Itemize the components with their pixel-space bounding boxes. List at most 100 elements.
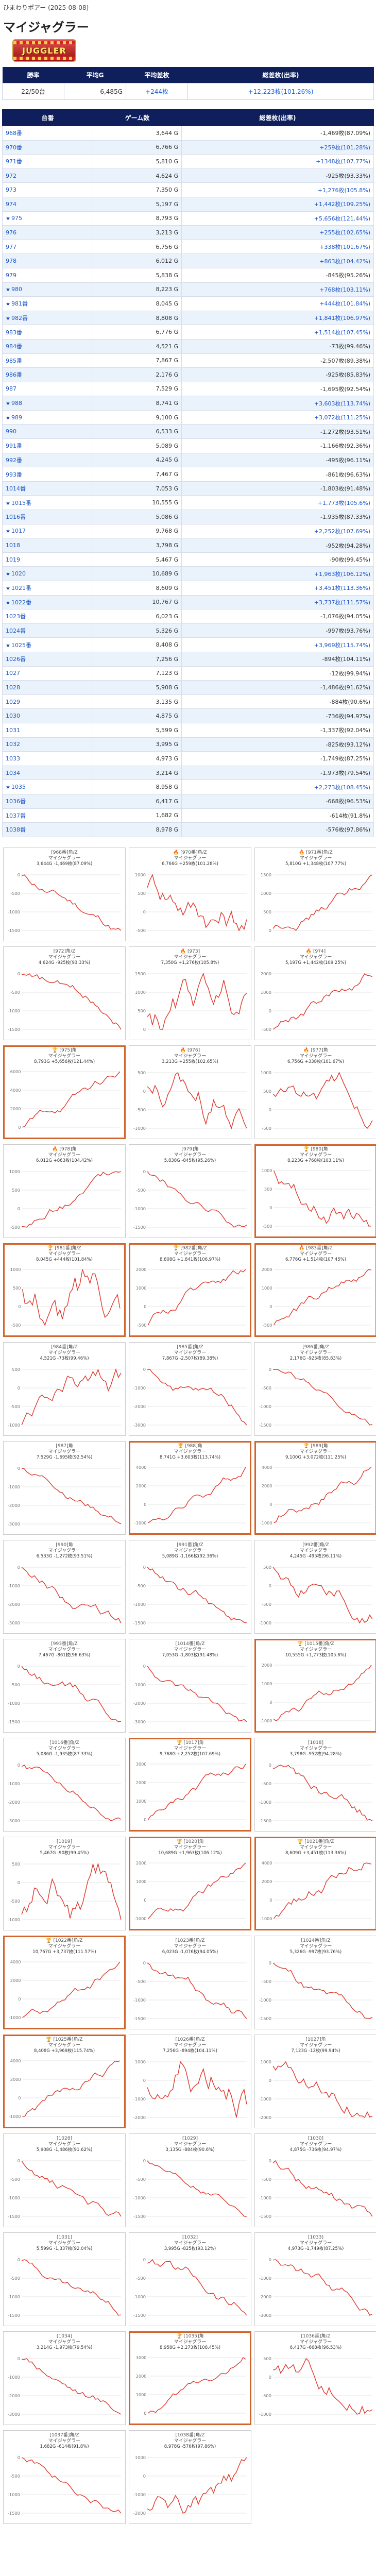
card-machine-no[interactable]: [971番]角/Z — [306, 850, 333, 855]
machine-no[interactable]: 1031 — [6, 726, 20, 734]
machine-card[interactable]: [979]角 マイジャグラー 5,838G -845枚(95.26%) 0 -500 -1… — [129, 1144, 251, 1238]
machine-card[interactable]: 🏆 [1025番]角/Z マイジャグラー 8,408G +3,969枚(115.74… — [3, 2034, 126, 2128]
card-machine-no[interactable]: [978]角 — [59, 1146, 77, 1152]
machine-no-cell[interactable]: 1038番 — [2, 822, 93, 837]
card-machine-no[interactable]: [983番]角/Z — [306, 1245, 333, 1251]
machine-card[interactable]: [1038番]角/Z マイジャグラー 8,978G -576枚(97.86%) 100… — [129, 2430, 251, 2524]
machine-no[interactable]: 992番 — [6, 456, 22, 464]
table-row[interactable]: 1014番 7,053 G -1,803枚(91.48%) — [2, 481, 374, 496]
machine-card[interactable]: [1014番]角/Z マイジャグラー 7,053G -1,803枚(91.48%) 0… — [129, 1638, 251, 1733]
machine-no-cell[interactable]: 985番 — [2, 353, 93, 368]
table-row[interactable]: ★ 981番 8,045 G +444枚(101.84%) — [2, 296, 374, 311]
machine-no-cell[interactable]: 1036番 — [2, 793, 93, 809]
table-row[interactable]: 1038番 8,978 G -576枚(97.86%) — [2, 822, 374, 837]
machine-no[interactable]: 1034 — [6, 769, 20, 776]
machine-card[interactable]: [993番]角/Z マイジャグラー 7,467G -861枚(96.63%) 0 -50… — [3, 1638, 126, 1733]
machine-card[interactable]: [1026番]角/Z マイジャグラー 7,256G -894枚(104.11%) 10… — [129, 2034, 251, 2128]
machine-no-cell[interactable]: ★ 1015番 — [2, 495, 93, 511]
card-machine-no[interactable]: [982番]角/Z — [180, 1245, 207, 1251]
card-machine-no[interactable]: [1035]角 — [183, 2333, 204, 2339]
card-machine-no[interactable]: [1024番]角/Z — [301, 1938, 331, 1943]
card-machine-no[interactable]: [1038番]角/Z — [175, 2432, 205, 2438]
table-row[interactable]: 1018 3,798 G -952枚(94.28%) — [2, 538, 374, 553]
table-row[interactable]: 1036番 6,417 G -668枚(96.53%) — [2, 793, 374, 809]
machine-no[interactable]: 984番 — [6, 343, 22, 350]
card-machine-no[interactable]: [1015番]角/Z — [304, 1641, 334, 1647]
table-row[interactable]: ★ 1015番 10,555 G +1,773枚(105.6%) — [2, 495, 374, 511]
table-row[interactable]: 991番 5,089 G -1,166枚(92.36%) — [2, 438, 374, 453]
machine-no-cell[interactable]: ★ 1025番 — [2, 637, 93, 652]
machine-no[interactable]: 971番 — [6, 158, 22, 165]
table-row[interactable]: ★ 980 8,223 G +768枚(103.11%) — [2, 282, 374, 297]
machine-card[interactable]: [968番]角/Z マイジャグラー 3,644G -1,469枚(87.09%) 0 -… — [3, 847, 126, 941]
card-machine-no[interactable]: [984番]角/Z — [51, 1344, 78, 1350]
machine-card[interactable]: [1037番]角/Z マイジャグラー 1,682G -614枚(91.8%) 0 -50… — [3, 2430, 126, 2524]
card-machine-no[interactable]: [1033] — [308, 2234, 323, 2240]
machine-card[interactable]: [972]角/Z マイジャグラー 4,624G -925枚(93.33%) 0 -500… — [3, 946, 126, 1040]
machine-no-cell[interactable]: ★ 1035 — [2, 779, 93, 794]
table-row[interactable]: 1026番 7,256 G -894枚(104.11%) — [2, 651, 374, 667]
machine-card[interactable]: [1032] マイジャグラー 3,995G -825枚(93.12%) 0 -500 -1… — [129, 2232, 251, 2326]
card-machine-no[interactable]: [970番]角/Z — [180, 850, 207, 855]
table-row[interactable]: 1030 4,875 G -736枚(94.97%) — [2, 708, 374, 723]
table-row[interactable]: 985番 7,867 G -2,507枚(89.38%) — [2, 353, 374, 368]
machine-card[interactable]: 🏆 [1022番]角/Z マイジャグラー 10,767G +3,737枚(111.5… — [3, 1935, 126, 2029]
machine-card[interactable]: [1034] マイジャグラー 3,214G -1,973枚(79.54%) 0 -100… — [3, 2331, 126, 2425]
machine-no[interactable]: 976 — [6, 229, 16, 236]
table-row[interactable]: ★ 1022番 10,767 G +3,737枚(111.57%) — [2, 595, 374, 610]
card-machine-no[interactable]: [974] — [313, 948, 326, 954]
machine-card[interactable]: [1036番]角/Z マイジャグラー 6,417G -668枚(96.53%) 500… — [254, 2331, 376, 2425]
machine-no[interactable]: 989 — [11, 414, 22, 421]
machine-card[interactable]: 🔥 [974] マイジャグラー 5,197G +1,442枚(109.25%) 200… — [254, 946, 376, 1040]
machine-no[interactable]: 972 — [6, 172, 16, 179]
machine-card[interactable]: 🔥 [977]角 マイジャグラー 6,756G +338枚(101.67%) 1000… — [254, 1045, 376, 1139]
card-machine-no[interactable]: [972]角/Z — [53, 948, 76, 954]
machine-card[interactable]: 🏆 [980]角 マイジャグラー 8,223G +768枚(103.11%) 1000… — [254, 1144, 376, 1238]
card-machine-no[interactable]: [1020]角 — [183, 1839, 204, 1844]
machine-no[interactable]: 977 — [6, 243, 16, 250]
card-machine-no[interactable]: [1023番]角/Z — [175, 1938, 205, 1943]
machine-no[interactable]: 1037番 — [6, 812, 26, 819]
card-machine-no[interactable]: [1032] — [182, 2234, 198, 2240]
machine-no-cell[interactable]: 1030 — [2, 708, 93, 723]
machine-card[interactable]: [1028] マイジャグラー 5,908G -1,486枚(91.62%) 0 -500… — [3, 2133, 126, 2227]
machine-no[interactable]: 1020 — [11, 570, 26, 578]
machine-no-cell[interactable]: 1023番 — [2, 609, 93, 624]
table-row[interactable]: ★ 1020 10,689 G +1,963枚(106.12%) — [2, 566, 374, 581]
card-machine-no[interactable]: [1014番]角/Z — [175, 1641, 205, 1647]
machine-no[interactable]: 1018 — [6, 542, 20, 549]
machine-no[interactable]: 978 — [6, 258, 16, 265]
machine-card[interactable]: [1030] マイジャグラー 4,875G -736枚(94.97%) 0 -500 -1… — [254, 2133, 376, 2227]
machine-no-cell[interactable]: 993番 — [2, 467, 93, 482]
machine-no-cell[interactable]: ★ 975 — [2, 211, 93, 226]
machine-no-cell[interactable]: 992番 — [2, 452, 93, 468]
machine-card[interactable]: [991番]角/Z マイジャグラー 5,089G -1,166枚(92.36%) 0 -… — [129, 1539, 251, 1634]
card-machine-no[interactable]: [1021番]角/Z — [304, 1839, 334, 1844]
table-row[interactable]: 984番 4,521 G -73枚(99.46%) — [2, 338, 374, 354]
machine-card[interactable]: [1027]角 マイジャグラー 7,123G -12枚(99.94%) 1000 0 -1… — [254, 2034, 376, 2128]
table-row[interactable]: 1028 5,908 G -1,486枚(91.62%) — [2, 680, 374, 695]
card-machine-no[interactable]: [1036番]角/Z — [301, 2333, 331, 2339]
machine-no[interactable]: 991番 — [6, 443, 22, 450]
machine-card[interactable]: [985番]角/Z マイジャグラー 7,867G -2,507枚(89.38%) 0 -… — [129, 1342, 251, 1436]
machine-no-cell[interactable]: 976 — [2, 225, 93, 240]
machine-no[interactable]: 986番 — [6, 371, 22, 379]
machine-no-cell[interactable]: ★ 981番 — [2, 296, 93, 311]
card-machine-no[interactable]: [990]角 — [56, 1542, 73, 1548]
table-row[interactable]: ★ 1025番 8,408 G +3,969枚(115.74%) — [2, 637, 374, 652]
machine-no-cell[interactable]: 974 — [2, 196, 93, 212]
machine-card[interactable]: [986番]角/Z マイジャグラー 2,176G -925枚(85.83%) 0 -50… — [254, 1342, 376, 1436]
card-machine-no[interactable]: [1018] — [308, 1740, 323, 1745]
card-machine-no[interactable]: [976] — [187, 1047, 200, 1053]
table-row[interactable]: 971番 5,810 G +1348枚(107.77%) — [2, 154, 374, 169]
table-row[interactable]: 1023番 6,023 G -1,076枚(94.05%) — [2, 609, 374, 624]
card-machine-no[interactable]: [992番]角/Z — [302, 1542, 329, 1548]
table-row[interactable]: 983番 6,776 G +1,514枚(107.45%) — [2, 325, 374, 340]
table-row[interactable]: 1016番 5,086 G -1,935枚(87.33%) — [2, 510, 374, 524]
table-row[interactable]: 972 4,624 G -925枚(93.33%) — [2, 168, 374, 183]
table-row[interactable]: 1027 7,123 G -12枚(99.94%) — [2, 666, 374, 681]
card-machine-no[interactable]: [975]角 — [59, 1047, 77, 1053]
card-machine-no[interactable]: [993番]角/Z — [51, 1641, 78, 1647]
machine-no-cell[interactable]: ★ 989 — [2, 410, 93, 425]
machine-card[interactable]: 🏆 [975]角 マイジャグラー 8,793G +5,656枚(121.44%) 60… — [3, 1045, 126, 1139]
